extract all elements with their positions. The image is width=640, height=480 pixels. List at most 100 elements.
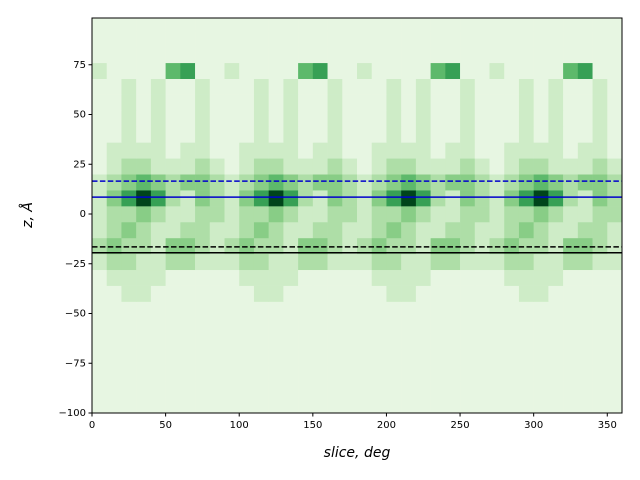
cell xyxy=(607,381,622,398)
cell xyxy=(136,333,152,350)
cell xyxy=(548,269,564,286)
cell xyxy=(92,285,108,302)
cell xyxy=(342,206,358,223)
cell xyxy=(445,158,461,175)
cell xyxy=(533,110,549,127)
cell xyxy=(607,190,622,207)
cell xyxy=(327,158,343,175)
cell xyxy=(445,126,461,143)
cell xyxy=(577,94,593,111)
cell xyxy=(327,30,343,48)
cell xyxy=(460,94,476,111)
cell xyxy=(121,174,137,191)
cell xyxy=(504,237,520,255)
cell xyxy=(577,78,593,95)
cell xyxy=(430,333,446,350)
cell xyxy=(577,30,593,48)
cell xyxy=(592,110,608,127)
cell xyxy=(298,333,314,350)
cell xyxy=(357,381,373,398)
cell xyxy=(474,174,490,191)
cell xyxy=(195,221,211,239)
cell xyxy=(106,221,122,239)
cell xyxy=(518,349,534,366)
cell xyxy=(401,381,417,398)
cell xyxy=(430,158,446,175)
cell xyxy=(327,365,343,382)
cell xyxy=(445,333,461,350)
cell xyxy=(504,285,520,302)
cell xyxy=(180,158,196,175)
cell xyxy=(357,94,373,111)
cell xyxy=(445,349,461,366)
cell xyxy=(180,333,196,350)
cell xyxy=(180,237,196,255)
cell xyxy=(607,62,622,79)
cell xyxy=(401,94,417,111)
cell xyxy=(592,126,608,143)
cell xyxy=(136,158,152,175)
cell xyxy=(607,349,622,366)
cell xyxy=(312,317,328,334)
cell xyxy=(239,237,255,255)
cell xyxy=(224,174,240,191)
cell xyxy=(371,18,387,32)
cell xyxy=(92,349,108,366)
cell xyxy=(518,206,534,223)
cell xyxy=(342,126,358,143)
cell xyxy=(150,237,166,255)
cell xyxy=(401,142,417,159)
cell xyxy=(357,221,373,239)
cell xyxy=(386,62,402,79)
cell xyxy=(253,62,269,79)
cell xyxy=(548,397,564,413)
y-tick-label: −100 xyxy=(59,408,86,419)
cell xyxy=(165,30,181,48)
cell xyxy=(283,94,299,111)
cell xyxy=(474,18,490,32)
cell xyxy=(504,126,520,143)
cell xyxy=(357,349,373,366)
cell xyxy=(165,94,181,111)
cell xyxy=(327,221,343,239)
cell xyxy=(136,126,152,143)
cell xyxy=(253,301,269,318)
cell xyxy=(195,381,211,398)
cell xyxy=(312,285,328,302)
cell xyxy=(150,110,166,127)
cell xyxy=(165,142,181,159)
cell xyxy=(195,365,211,382)
cell xyxy=(253,237,269,255)
cell xyxy=(489,18,505,32)
cell xyxy=(121,285,137,302)
cell xyxy=(239,206,255,223)
cell xyxy=(563,46,579,64)
cell xyxy=(268,333,284,350)
cell xyxy=(563,62,579,79)
reference-lines xyxy=(92,180,622,254)
cell xyxy=(401,317,417,334)
cell xyxy=(342,190,358,207)
cell xyxy=(136,301,152,318)
cell xyxy=(518,190,534,207)
cell xyxy=(209,253,225,271)
cell xyxy=(165,110,181,127)
cell xyxy=(401,190,417,207)
cell xyxy=(445,110,461,127)
cell xyxy=(327,269,343,286)
cell xyxy=(592,158,608,175)
cell xyxy=(563,253,579,271)
cell xyxy=(224,253,240,271)
cell xyxy=(577,365,593,382)
cell xyxy=(312,18,328,32)
cell xyxy=(298,317,314,334)
cell xyxy=(386,349,402,366)
cell xyxy=(224,237,240,255)
cell xyxy=(577,285,593,302)
cell xyxy=(106,78,122,95)
cell xyxy=(371,317,387,334)
cell xyxy=(312,349,328,366)
cell xyxy=(298,237,314,255)
cell xyxy=(239,110,255,127)
cell xyxy=(415,30,431,48)
